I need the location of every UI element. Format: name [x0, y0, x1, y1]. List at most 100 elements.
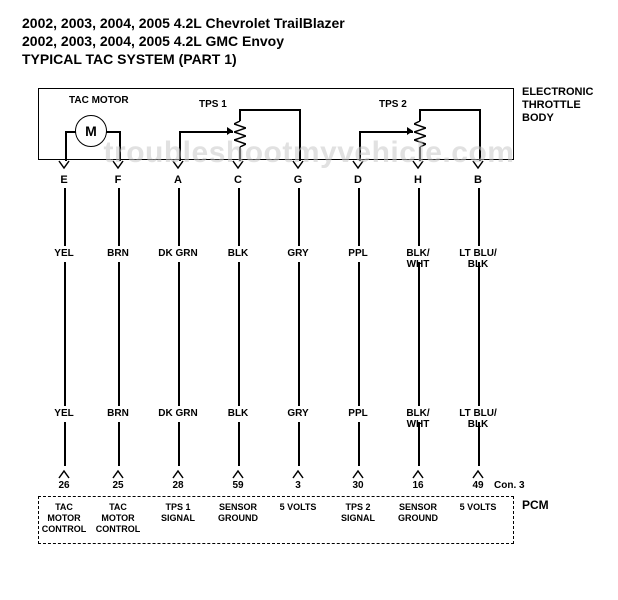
pin-letter: G [294, 174, 303, 186]
pin-letter: D [354, 174, 362, 186]
wire-color-top: BLK [228, 248, 249, 259]
connector-pin-bottom [172, 466, 184, 478]
wiring-diagram: TAC MOTOR M TPS 1 TPS 2 [38, 88, 568, 568]
wire-segment [118, 262, 120, 406]
wire-color-bottom: DK GRN [158, 408, 197, 419]
wire-segment [418, 262, 420, 406]
wire-segment [358, 422, 360, 466]
wire-color-bottom: GRY [287, 408, 308, 419]
tps2-pot [414, 113, 426, 155]
tps1-label: TPS 1 [199, 99, 227, 110]
throttle-body-box: TAC MOTOR M TPS 1 TPS 2 [38, 88, 514, 160]
tps1-top-h [239, 109, 299, 111]
wire-segment [298, 188, 300, 246]
tps1-wiper [179, 131, 233, 133]
throttle-label-l2: THROTTLE [522, 99, 581, 111]
motor-lead-right [119, 147, 121, 161]
pcm-pin-number: 16 [412, 480, 423, 491]
wire-segment [178, 188, 180, 246]
pin-letter: B [474, 174, 482, 186]
pcm-pin-number: 3 [295, 480, 301, 491]
tps2-5v-v [479, 109, 481, 161]
connector-pin-top [58, 160, 70, 172]
tps2-wiper [359, 131, 413, 133]
pcm-pin-number: 28 [172, 480, 183, 491]
wire-segment [238, 422, 240, 466]
tps2-wiper-v [359, 131, 361, 161]
connector-pin-top [472, 160, 484, 172]
wire-segment [238, 262, 240, 406]
connector-pin-top [292, 160, 304, 172]
wire-color-top: YEL [54, 248, 73, 259]
motor-icon: M [75, 115, 107, 147]
diagram-header: 2002, 2003, 2004, 2005 4.2L Chevrolet Tr… [0, 0, 618, 68]
wire-segment [64, 422, 66, 466]
pin-letter: C [234, 174, 242, 186]
pcm-box [38, 496, 514, 544]
motor-lead-v1 [65, 131, 67, 147]
connector-pin-top [232, 160, 244, 172]
connector-pin-top [172, 160, 184, 172]
connector-3-label: Con. 3 [494, 480, 525, 491]
pin-letter: E [60, 174, 67, 186]
wire-color-top: DK GRN [158, 248, 197, 259]
wire-segment [478, 188, 480, 246]
wire-color-bottom: YEL [54, 408, 73, 419]
motor-lead-left [65, 147, 67, 161]
wire-color-top: BRN [107, 248, 129, 259]
throttle-body-label: ELECTRONIC THROTTLE BODY [522, 86, 594, 125]
wire-segment [418, 188, 420, 246]
wire-segment [178, 262, 180, 406]
wire-segment [358, 262, 360, 406]
connector-pin-bottom [112, 466, 124, 478]
motor-lead-v2 [119, 131, 121, 147]
wire-color-bottom: BLK [228, 408, 249, 419]
wire-color-bottom: BRN [107, 408, 129, 419]
connector-pin-bottom [352, 466, 364, 478]
tps2-top-h [419, 109, 479, 111]
tps1-pot [234, 113, 246, 155]
pin-letter: F [115, 174, 122, 186]
wire-segment [118, 188, 120, 246]
connector-pin-top [352, 160, 364, 172]
tac-motor-label: TAC MOTOR [69, 95, 129, 106]
pcm-pin-number: 25 [112, 480, 123, 491]
wire-segment [418, 422, 420, 466]
tps1-5v-v [299, 109, 301, 161]
connector-pin-bottom [232, 466, 244, 478]
header-line-3: TYPICAL TAC SYSTEM (PART 1) [22, 50, 618, 68]
pcm-pin-number: 59 [232, 480, 243, 491]
resistor-icon [234, 121, 246, 147]
wire-segment [64, 262, 66, 406]
wire-segment [478, 262, 480, 406]
resistor-icon [414, 121, 426, 147]
tps2-label: TPS 2 [379, 99, 407, 110]
header-line-2: 2002, 2003, 2004, 2005 4.2L GMC Envoy [22, 32, 618, 50]
throttle-label-l3: BODY [522, 112, 554, 124]
pin-letter: H [414, 174, 422, 186]
wire-segment [478, 422, 480, 466]
connector-pin-top [412, 160, 424, 172]
connector-pin-bottom [472, 466, 484, 478]
motor-letter: M [85, 123, 97, 139]
pcm-label: PCM [522, 498, 549, 512]
wire-segment [298, 422, 300, 466]
wire-segment [118, 422, 120, 466]
connector-pin-bottom [58, 466, 70, 478]
pin-letter: A [174, 174, 182, 186]
connector-pin-top [112, 160, 124, 172]
wire-segment [178, 422, 180, 466]
connector-pin-bottom [292, 466, 304, 478]
header-line-1: 2002, 2003, 2004, 2005 4.2L Chevrolet Tr… [22, 14, 618, 32]
pcm-pin-number: 30 [352, 480, 363, 491]
wire-color-top: PPL [348, 248, 367, 259]
wire-segment [298, 262, 300, 406]
wire-color-top: GRY [287, 248, 308, 259]
connector-pin-bottom [412, 466, 424, 478]
motor-lead-h1 [66, 131, 76, 133]
tps1-wiper-arrow-icon [227, 127, 233, 135]
wire-segment [358, 188, 360, 246]
tps2-wiper-arrow-icon [407, 127, 413, 135]
throttle-label-l1: ELECTRONIC [522, 86, 594, 98]
wire-color-bottom: PPL [348, 408, 367, 419]
